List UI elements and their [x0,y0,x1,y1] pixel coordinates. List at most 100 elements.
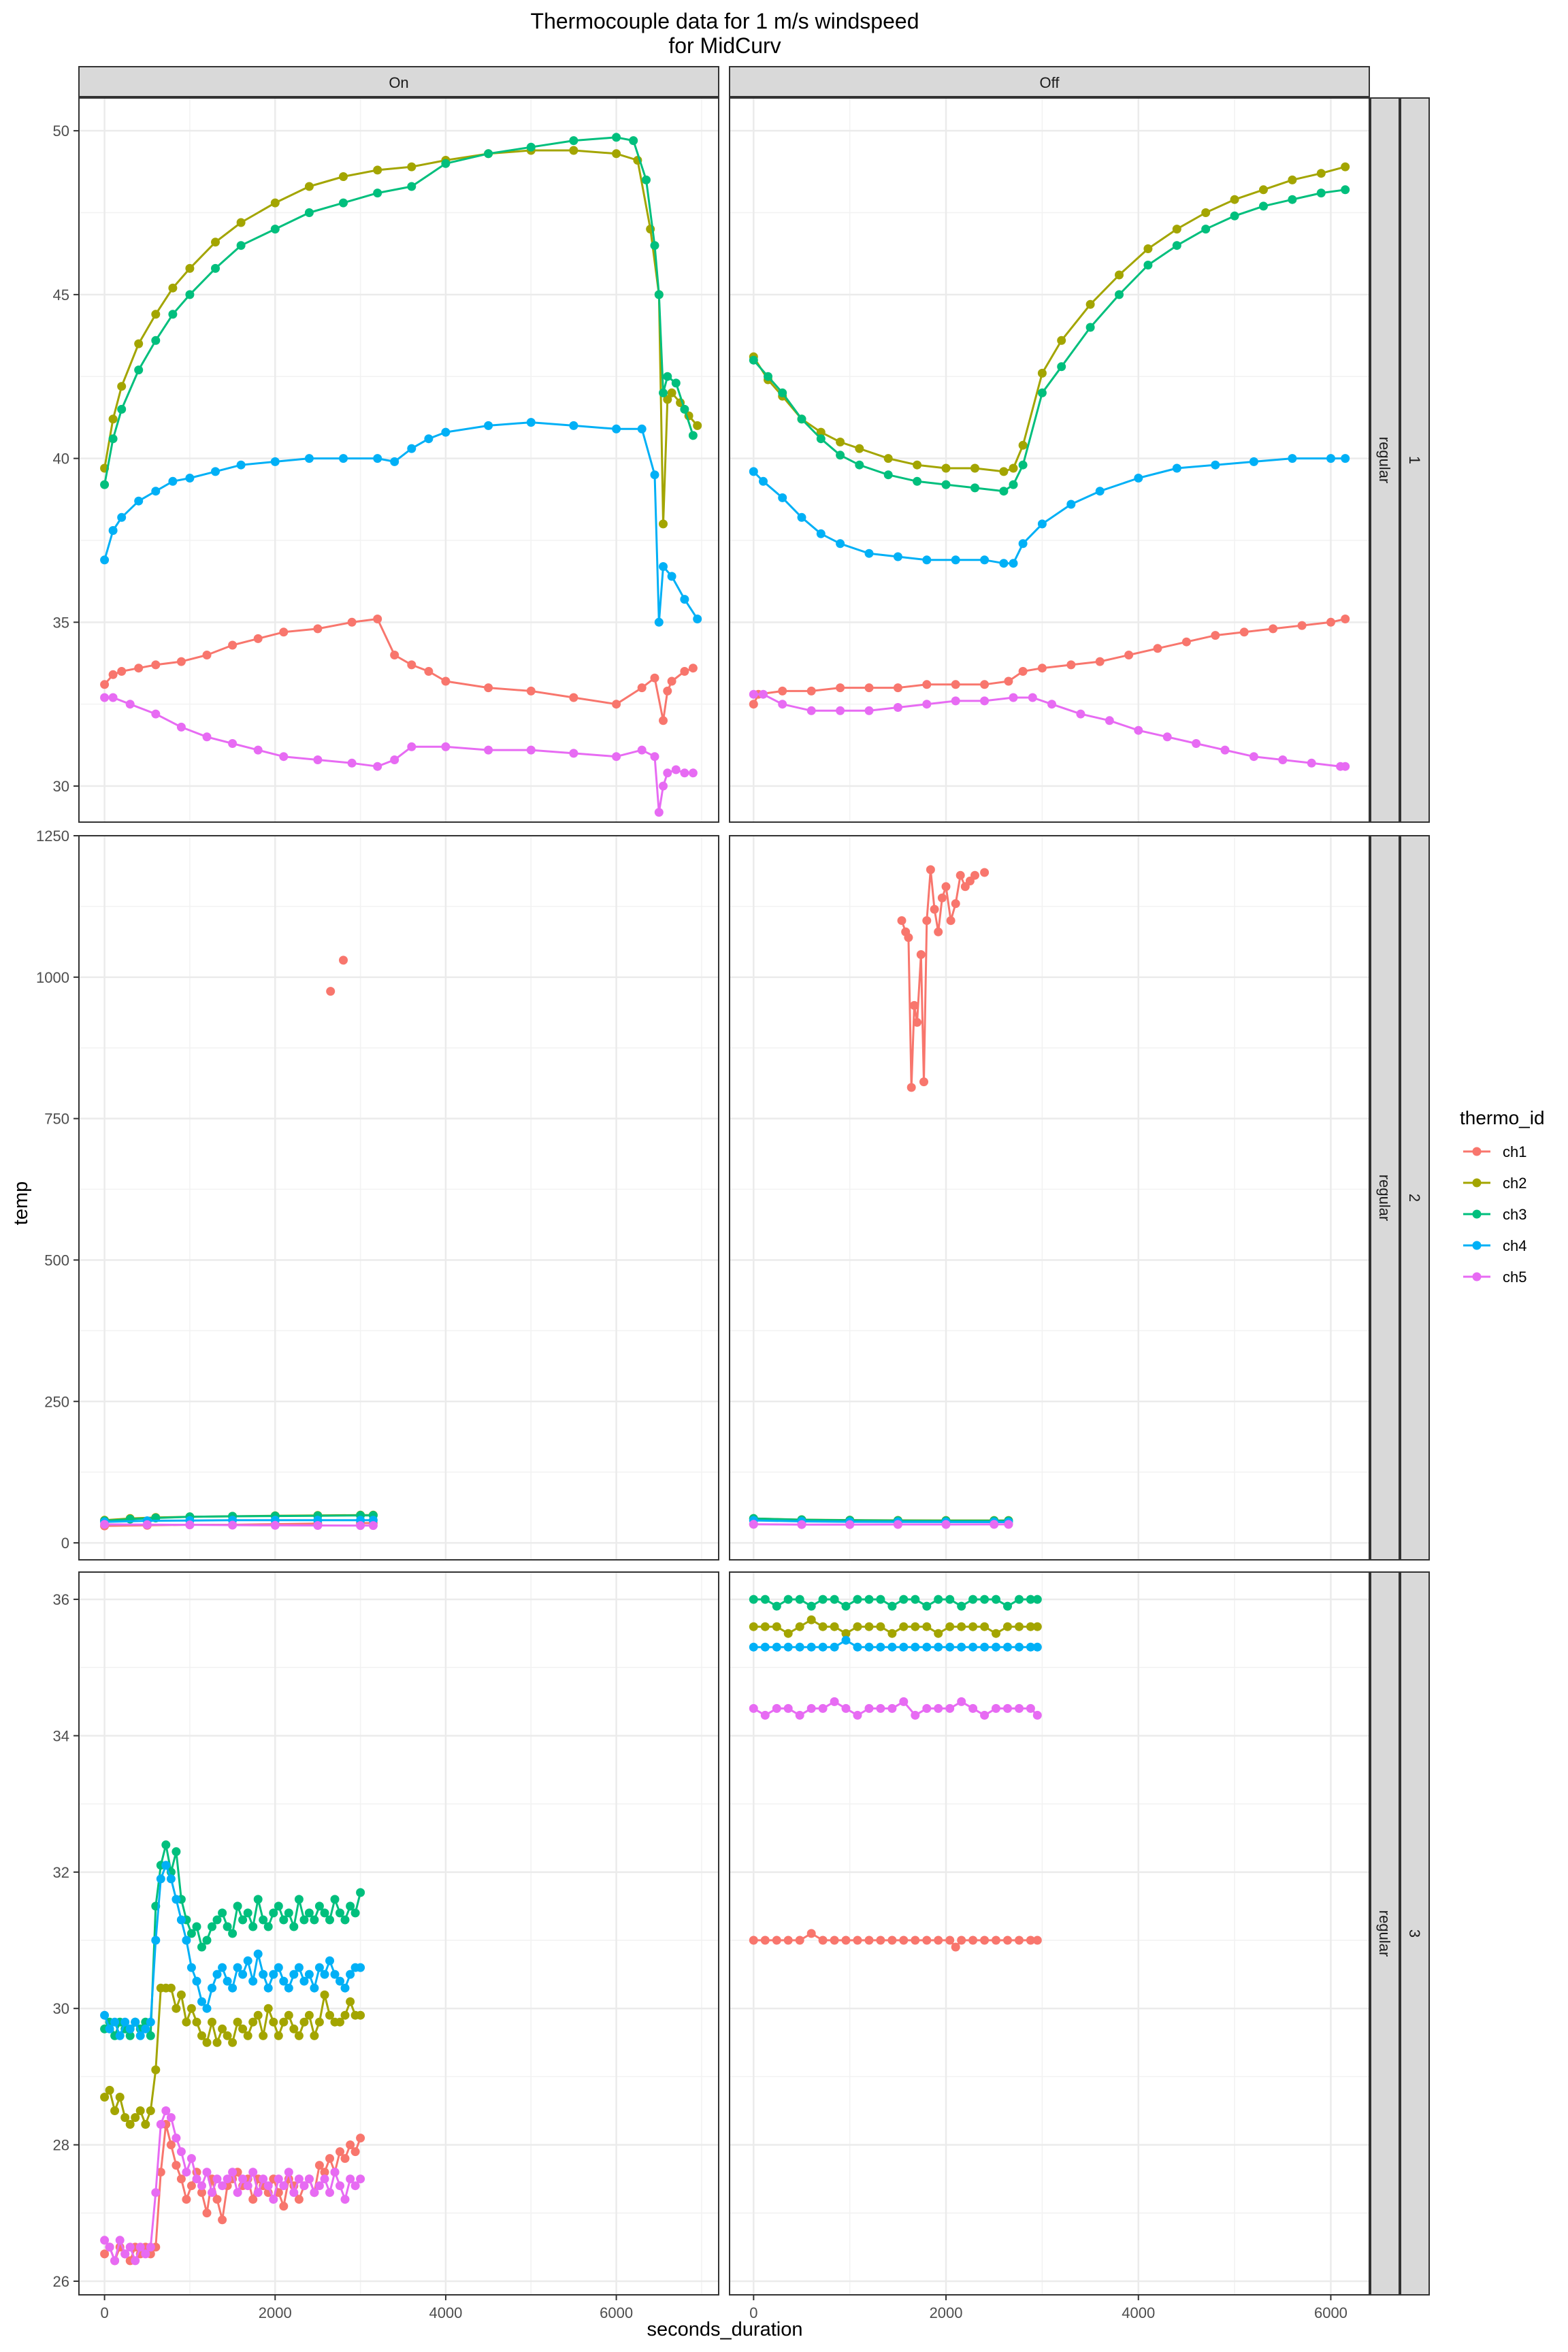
data-point-ch1 [156,2168,165,2177]
data-point-ch5 [612,752,621,762]
data-point-ch4 [325,1956,334,1965]
data-point-ch5 [208,2188,216,2198]
data-point-ch2 [238,2024,248,2034]
data-point-ch3 [1037,388,1047,397]
data-point-ch1 [864,683,874,693]
data-point-ch1 [1018,667,1028,676]
data-point-ch5 [284,2168,293,2177]
data-point-ch5 [233,2188,242,2198]
data-point-ch3 [185,290,195,299]
data-point-ch1 [339,956,348,965]
data-point-ch4 [526,418,536,427]
data-point-ch1 [930,904,939,914]
data-point-ch5 [1134,725,1143,735]
data-point-ch5 [671,765,681,774]
data-point-ch2 [783,1629,793,1638]
data-point-ch3 [125,2031,135,2040]
data-point-ch3 [1288,195,1297,204]
data-point-ch5 [1028,693,1037,702]
data-point-ch2 [182,2017,191,2027]
data-point-ch5 [1047,700,1056,709]
data-point-ch2 [151,2065,161,2074]
data-point-ch4 [156,1874,165,1884]
data-point-ch1 [904,933,913,943]
panel-on-row-2: 0 250 500 750 1000 1250 [36,828,719,1561]
data-point-ch4 [1026,1642,1035,1652]
data-point-ch1 [680,667,689,676]
data-point-ch4 [441,427,451,437]
data-point-ch1 [772,1936,781,1945]
data-point-ch3 [248,1922,258,1931]
column-strip-label: On [389,74,408,91]
data-point-ch2 [806,1615,816,1624]
series-line-ch4 [103,421,698,623]
data-point-ch2 [1026,1622,1035,1631]
data-point-ch4 [836,539,845,549]
data-point-ch5 [340,2195,350,2204]
data-point-ch5 [279,752,289,762]
data-point-ch1 [968,1936,978,1945]
data-point-ch2 [270,198,280,208]
data-point-ch1 [980,1936,990,1945]
y-tick-label: 750 [44,1111,69,1128]
data-point-ch4 [135,2031,145,2040]
data-point-ch1 [853,1936,862,1945]
data-point-ch1 [893,683,902,693]
data-point-ch1 [279,627,289,637]
series-line-ch4 [104,1519,374,1523]
data-point-ch1 [294,2195,304,2204]
panel-background [79,1572,719,2295]
panel-border [729,1571,1370,2296]
panel-border [78,97,719,823]
data-point-ch2 [274,2031,283,2040]
data-point-ch4 [182,1936,191,1945]
data-point-ch5 [336,2181,344,2191]
data-point-ch5 [1015,1703,1024,1713]
legend-label: ch3 [1503,1206,1526,1223]
data-point-ch3 [1032,1595,1042,1604]
data-point-ch4 [336,1976,344,1986]
data-point-ch3 [228,1929,238,1938]
data-point-ch2 [336,2017,344,2027]
data-point-ch4 [1037,519,1047,529]
data-point-ch1 [922,1936,932,1945]
panel-border [78,835,719,1561]
data-point-ch5 [185,1520,195,1530]
data-point-ch3 [259,1915,268,1925]
data-point-ch1 [795,1936,804,1945]
data-point-ch4 [131,2017,140,2027]
data-point-ch5 [749,1520,758,1529]
data-point-ch5 [569,749,578,758]
panel-background [79,836,719,1560]
data-point-ch5 [105,2242,114,2252]
data-point-ch2 [836,438,845,446]
data-point-ch5 [650,752,659,762]
data-point-ch3 [134,365,144,375]
data-point-ch1 [1239,627,1249,637]
data-point-ch5 [100,693,110,702]
data-point-ch4 [957,1642,966,1652]
data-point-ch2 [248,2017,258,2027]
row-strip-label: 1 [1406,456,1423,464]
data-point-ch5 [228,1520,238,1530]
data-point-ch5 [176,722,186,732]
data-point-ch3 [1026,1595,1035,1604]
data-point-ch1 [424,667,434,676]
x-tick-label: 4000 [1122,2304,1155,2321]
data-point-ch2 [1201,208,1211,217]
data-point-ch3 [855,460,864,470]
data-point-ch1 [937,893,947,902]
data-point-ch3 [320,1908,329,1918]
data-point-ch3 [161,1840,171,1850]
data-point-ch3 [1172,241,1181,250]
data-point-ch3 [841,1601,851,1611]
data-point-ch5 [990,1520,999,1529]
data-point-ch4 [161,1861,171,1870]
data-point-ch2 [957,1622,966,1631]
data-point-ch5 [142,1520,152,1529]
data-point-ch4 [899,1642,909,1652]
series-ch4 [100,418,702,627]
data-point-ch3 [957,1601,966,1611]
data-point-ch4 [100,2010,110,2020]
data-point-ch2 [1115,270,1124,280]
